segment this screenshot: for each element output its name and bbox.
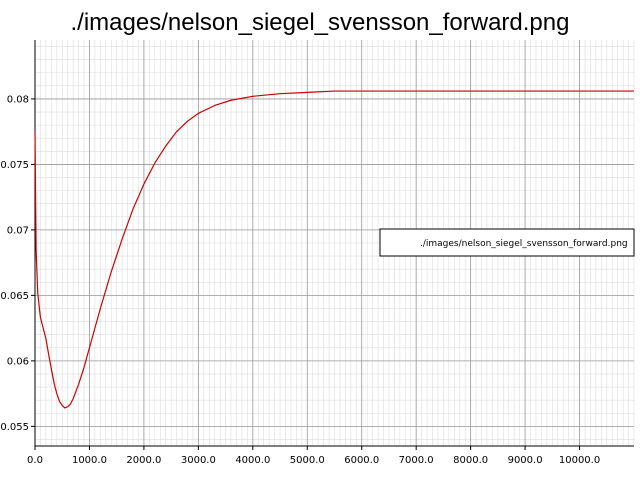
y-tick-label: 0.07 [7,225,29,236]
x-tick-label: 2000.0 [126,455,161,466]
axes [34,40,634,447]
x-tick-label: 4000.0 [235,455,270,466]
y-tick-label: 0.08 [7,94,29,105]
y-tick-label: 0.06 [7,356,29,367]
x-tick-label: 5000.0 [290,455,325,466]
x-tick-label: 10000.0 [559,455,600,466]
chart-title: ./images/nelson_siegel_svensson_forward.… [71,9,570,36]
x-tick-label: 9000.0 [508,455,543,466]
y-tick-label: 0.055 [0,422,29,433]
x-tick-label: 0.0 [27,455,43,466]
y-tick-label: 0.075 [0,160,29,171]
x-tick-label: 1000.0 [72,455,107,466]
y-axis-ticks: 0.055 0.06 0.065 0.07 0.075 0.08 [0,94,35,433]
x-tick-label: 3000.0 [181,455,216,466]
y-tick-label: 0.065 [0,291,29,302]
series-line [34,90,634,409]
legend-entry-label: ./images/nelson_siegel_svensson_forward.… [420,239,628,249]
x-axis-ticks: 0.0 1000.0 2000.0 3000.0 4000.0 5000.0 6000.0 7… [27,446,600,466]
series-layer [34,90,634,409]
x-tick-label: 7000.0 [399,455,434,466]
x-tick-label: 6000.0 [344,455,379,466]
legend: ./images/nelson_siegel_svensson_forward.… [379,228,635,257]
x-tick-label: 8000.0 [453,455,488,466]
legend-box [379,228,635,257]
